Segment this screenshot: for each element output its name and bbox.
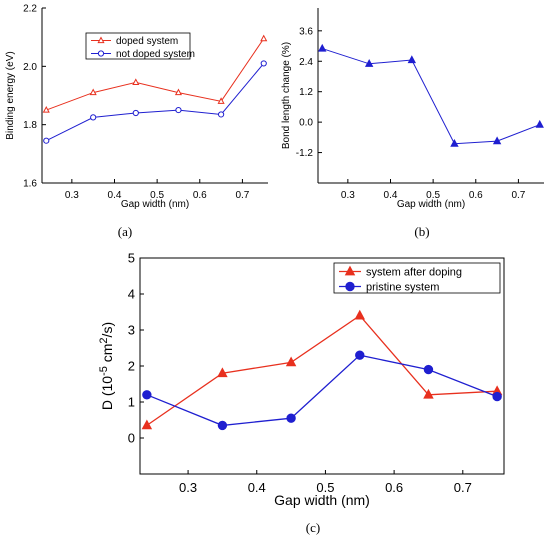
- series-line: [322, 48, 540, 145]
- series-1: [318, 43, 544, 147]
- y-axis-label: D (10-5 cm2/s): [98, 322, 115, 410]
- x-tick-label: 0.7: [235, 190, 249, 201]
- data-point: [492, 391, 502, 402]
- series-1: [42, 34, 268, 113]
- data-point: [132, 109, 139, 117]
- y-axis-label: Binding energy (eV): [5, 51, 16, 139]
- data-point: [492, 136, 502, 145]
- data-point: [90, 114, 97, 121]
- x-axis-label: Gap width (nm): [121, 199, 189, 210]
- y-axis-label: Bond length change (%): [281, 42, 292, 149]
- y-axis-label-part: -5: [98, 366, 110, 376]
- data-point: [175, 106, 182, 114]
- series-line: [46, 63, 265, 142]
- legend-marker: [345, 281, 355, 292]
- data-point: [535, 119, 544, 128]
- data-point: [217, 97, 225, 104]
- legend: doped system not doped system: [85, 32, 195, 60]
- y-tick-label: 2.2: [23, 4, 37, 15]
- data-point: [286, 413, 296, 423]
- series-line: [146, 314, 498, 426]
- series-2: [142, 350, 502, 431]
- x-tick-label: 0.5: [316, 480, 334, 495]
- y-tick-label: 1.8: [23, 120, 37, 131]
- data-point: [42, 106, 50, 113]
- y-tick-label: 2: [128, 359, 135, 374]
- series-2: [43, 60, 267, 144]
- data-point: [174, 88, 183, 96]
- x-axis-label: Gap width (nm): [397, 199, 465, 210]
- data-point: [132, 78, 140, 85]
- data-point: [217, 367, 228, 378]
- data-point: [217, 420, 228, 431]
- data-point: [354, 309, 366, 320]
- data-point: [43, 137, 50, 144]
- legend-label: system after doping: [366, 266, 462, 278]
- legend: system after doping pristine system: [333, 262, 501, 294]
- y-tick-label: 2.0: [23, 62, 37, 73]
- chart-panel-a: 0.3 0.4 0.5 0.6 0.7 1.6 1.8 2.0 2.2 Gap width (nm…: [5, 4, 268, 239]
- y-tick-label: 0.0: [299, 118, 313, 129]
- data-point: [142, 390, 152, 400]
- y-tick-label: 3: [128, 323, 135, 338]
- y-axis-label-part: /s): [99, 322, 115, 338]
- legend-label: pristine system: [366, 281, 439, 293]
- series-1: [141, 309, 503, 430]
- x-tick-label: 0.4: [384, 190, 398, 201]
- y-tick-label: -1.2: [296, 148, 314, 159]
- panel-caption: (a): [118, 224, 132, 239]
- x-tick-label: 0.6: [469, 190, 483, 201]
- data-point: [450, 138, 459, 147]
- y-tick-label: 0: [128, 431, 135, 446]
- data-point: [217, 111, 225, 118]
- x-tick-label: 0.3: [179, 480, 197, 495]
- legend-marker: [344, 265, 356, 276]
- data-point: [355, 350, 365, 360]
- data-point: [318, 43, 327, 52]
- x-axis-label: Gap width (nm): [274, 492, 370, 508]
- data-point: [407, 55, 417, 64]
- x-tick-label: 0.4: [248, 480, 266, 495]
- x-tick-label: 0.5: [426, 190, 440, 201]
- y-axis-label-part: 2: [98, 337, 110, 343]
- x-tick-label: 0.3: [65, 190, 79, 201]
- y-tick-label: 1: [128, 395, 135, 410]
- x-tick-label: 0.7: [454, 480, 472, 495]
- x-tick-label: 0.6: [193, 190, 207, 201]
- chart-panel-b: 0.3 0.4 0.5 0.6 0.7 -1.2 0.0 1.2 2.4 3.6 Gap width…: [281, 8, 544, 239]
- y-tick-label: 3.6: [299, 26, 313, 37]
- y-tick-label: 4: [128, 287, 135, 302]
- x-tick-label: 0.6: [385, 480, 403, 495]
- x-tick-label: 0.7: [511, 190, 525, 201]
- x-tick-label: 0.3: [341, 190, 355, 201]
- y-axis-label-part: D (10: [99, 376, 115, 410]
- data-point: [423, 388, 434, 399]
- legend-label: doped system: [116, 36, 178, 47]
- y-tick-label: 1.2: [299, 87, 313, 98]
- data-point: [260, 60, 267, 67]
- x-tick-label: 0.5: [150, 190, 164, 201]
- panel-caption: (c): [306, 520, 320, 535]
- series-line: [146, 354, 498, 427]
- data-point: [364, 59, 374, 67]
- y-axis-label-part: cm: [99, 344, 115, 367]
- data-point: [141, 419, 153, 430]
- x-tick-label: 0.4: [108, 190, 122, 201]
- data-point: [89, 88, 97, 96]
- panel-caption: (b): [414, 224, 429, 239]
- y-tick-label: 5: [128, 251, 135, 266]
- legend-marker: [97, 50, 105, 57]
- legend-box: [333, 262, 501, 294]
- data-point: [285, 356, 297, 367]
- data-point: [260, 34, 268, 42]
- series-line: [46, 38, 265, 111]
- legend-label: not doped system: [116, 49, 195, 60]
- y-tick-label: 2.4: [299, 57, 313, 68]
- chart-panel-c: 0.3 0.4 0.5 0.6 0.7 0 1 2 3 4 5 Gap width (nm) D (10…: [98, 251, 505, 535]
- legend-marker: [97, 36, 105, 44]
- y-tick-label: 1.6: [23, 179, 37, 190]
- data-point: [423, 364, 434, 375]
